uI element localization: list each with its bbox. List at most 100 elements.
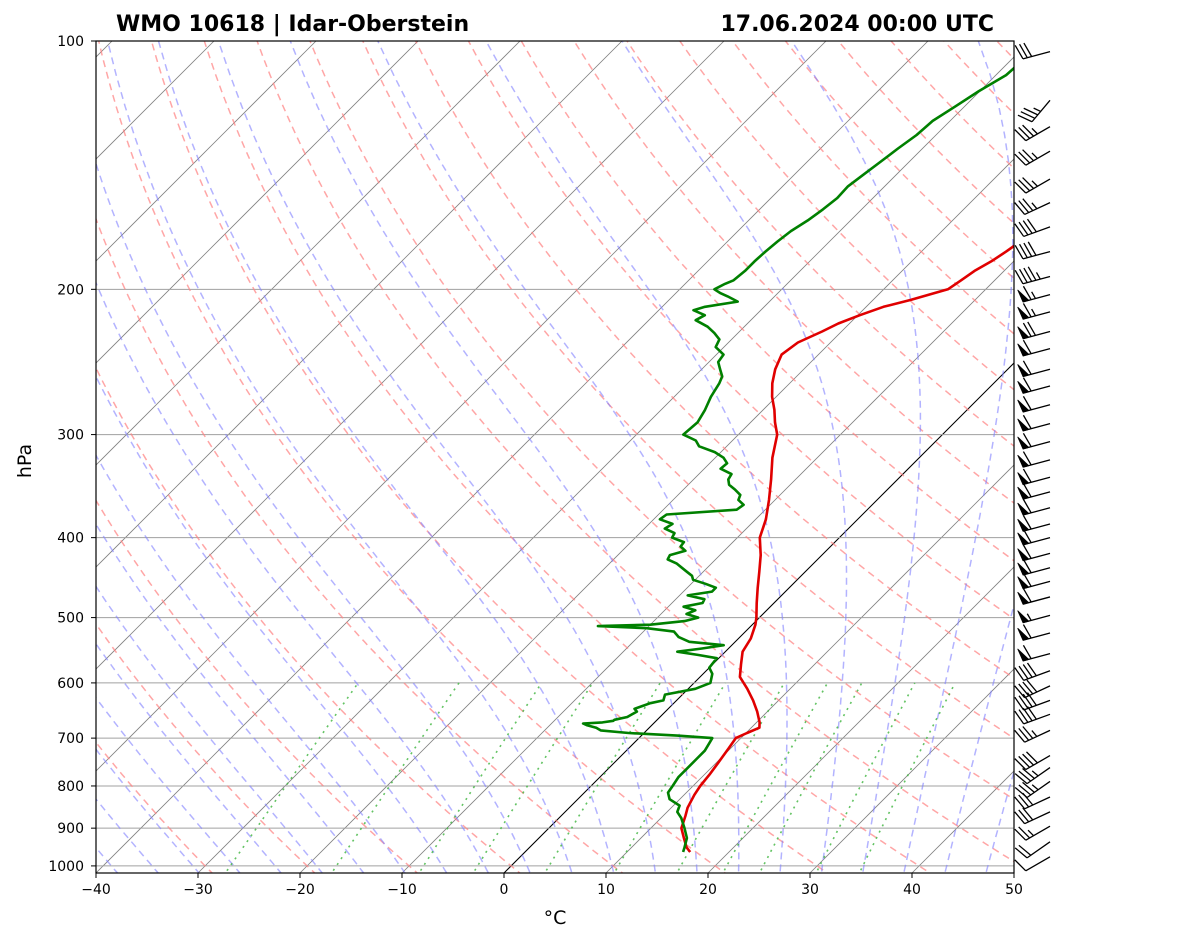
wind-barb (1017, 515, 1051, 532)
isotherm-line (96, 41, 521, 466)
wind-barb (1014, 662, 1051, 681)
x-tick-label: −40 (81, 882, 111, 898)
wind-barb (1017, 321, 1051, 340)
wind-barb (1017, 468, 1051, 486)
y-tick-label: 100 (57, 34, 84, 50)
dry-adiabat-line (309, 41, 1014, 801)
x-tick-label: 10 (597, 882, 615, 898)
moist-adiabat-line (903, 41, 1014, 873)
isotherm-line (96, 41, 827, 772)
y-axis-label: hPa (14, 444, 36, 478)
x-axis-label: °C (544, 907, 567, 929)
isotherm-line (96, 41, 419, 364)
isotherm-line (809, 668, 1014, 873)
dry-adiabat-line (96, 622, 316, 873)
wind-barb (1014, 706, 1051, 725)
isotherm-line (96, 41, 929, 873)
wind-barb (1017, 303, 1051, 320)
wind-barb (1017, 558, 1051, 576)
dry-adiabat-line (467, 41, 1014, 620)
wind-barb (1014, 856, 1051, 872)
wind-barb (1014, 679, 1051, 699)
moist-adiabat-line (217, 41, 657, 873)
wind-barb (1014, 841, 1051, 859)
mixing-ratio-line (472, 682, 594, 873)
wind-barb (1017, 377, 1051, 394)
wind-barb (1014, 692, 1051, 711)
data-layer (581, 66, 1014, 853)
moist-adiabat-line (106, 41, 573, 873)
moist-adiabat-line (791, 41, 922, 873)
wind-barb (1014, 124, 1051, 142)
dry-adiabat-line (520, 41, 1014, 562)
dry-adiabat-line (995, 41, 1014, 60)
wind-barb (1017, 610, 1051, 624)
x-tick-label: 40 (903, 882, 921, 898)
dry-adiabat-line (256, 41, 1014, 863)
zero-isotherm-line (503, 362, 1014, 873)
moist-adiabat-line (96, 585, 324, 873)
y-tick-label: 400 (57, 531, 84, 547)
isotherm-line (1106, 3, 1181, 883)
moist-adiabat-line (96, 161, 531, 873)
isotherm-line (503, 362, 1014, 873)
isotherm-line (911, 770, 1014, 873)
isotherm-line (605, 464, 1014, 873)
wind-barb (1014, 266, 1051, 285)
moist-adiabat-line (96, 642, 282, 873)
wind-barb (1017, 544, 1051, 562)
ticks-layer: −40 −30 −20 −10 0 10 20 30 40 50 100 200 300 400 500 60… (48, 34, 1023, 898)
moist-adiabat-line (485, 41, 788, 873)
dry-adiabat-line (97, 41, 727, 873)
wind-barb (1014, 149, 1051, 166)
plot-frame (95, 40, 1015, 874)
y-tick-label: 1000 (48, 859, 84, 875)
moist-adiabat-line (96, 748, 200, 873)
moist-adiabat-line (377, 41, 740, 873)
mixing-ratio-line (758, 682, 863, 873)
moist-adiabat-line (621, 41, 848, 873)
moist-adiabat-line (96, 453, 406, 873)
mixing-ratio-line (330, 682, 460, 873)
mixing-ratio-line (224, 682, 359, 873)
x-tick-label: 50 (1005, 882, 1023, 898)
grid-layer (96, 3, 1181, 883)
x-tick-label: −20 (285, 882, 315, 898)
wind-barb (1014, 726, 1051, 743)
x-tick-label: −10 (387, 882, 417, 898)
temperature-profile (680, 244, 1014, 853)
wind-barb (1014, 767, 1051, 785)
isotherm-line (299, 158, 1014, 873)
mixing-ratio-line (543, 682, 661, 873)
wind-barb (1017, 644, 1051, 662)
wind-barb (1017, 528, 1051, 546)
wind-barb (1017, 414, 1051, 432)
wind-barb (1017, 339, 1051, 357)
moist-adiabat-line (944, 602, 1014, 873)
isotherm-line (707, 566, 1014, 873)
isotherm-line (197, 56, 1014, 873)
moist-adiabat-line (157, 41, 615, 873)
isotherm-line (96, 41, 725, 670)
dry-adiabat-line (361, 41, 1014, 740)
wind-barb (1017, 432, 1051, 450)
moist-adiabat-line (96, 522, 365, 873)
y-tick-label: 600 (57, 676, 84, 692)
wind-barb (1014, 241, 1051, 260)
moist-adiabat-line (289, 41, 698, 873)
wind-barb (1017, 483, 1051, 500)
mixing-ratio-line (418, 682, 543, 873)
wind-barb (1014, 780, 1051, 799)
wind-barb (1017, 624, 1051, 641)
wind-barb (1014, 792, 1051, 810)
isotherm-line (401, 260, 1014, 873)
x-tick-label: −30 (183, 882, 213, 898)
wind-barb (1014, 198, 1051, 216)
moist-adiabat-line (96, 797, 160, 873)
wind-barb (1014, 177, 1051, 194)
moist-adiabat-line (985, 769, 1014, 873)
title-station: WMO 10618 | Idar-Oberstein (116, 12, 469, 37)
wind-barb (1017, 451, 1051, 468)
wind-barb (1017, 395, 1051, 413)
